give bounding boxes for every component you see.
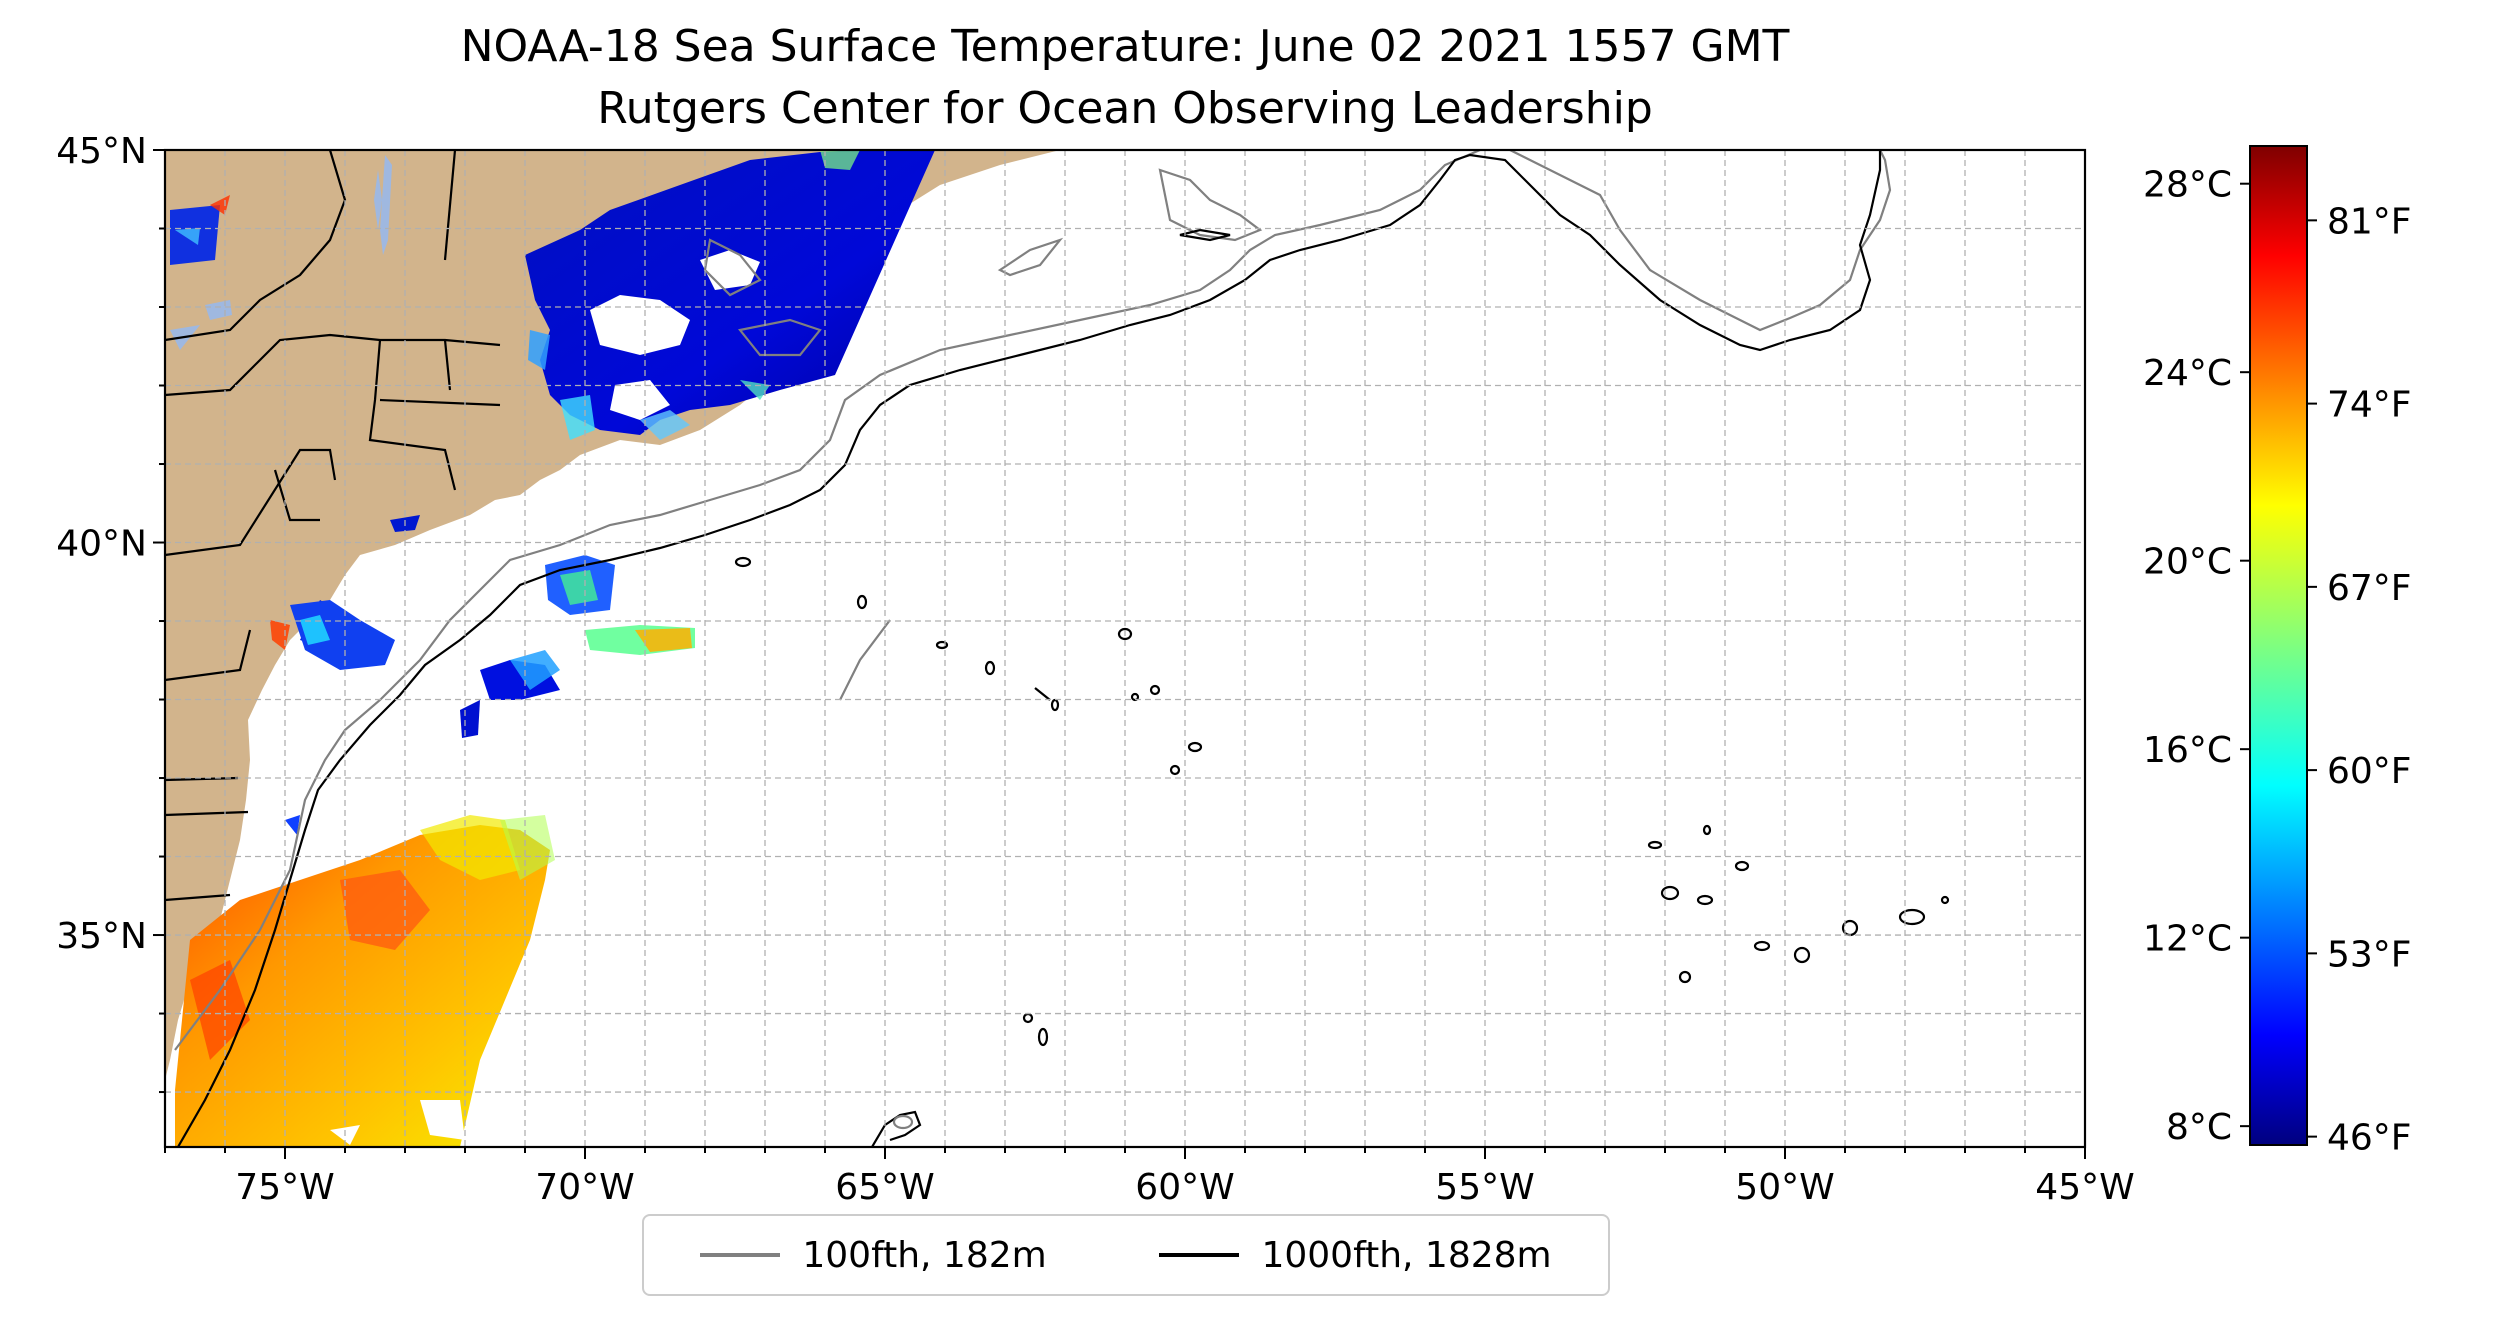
legend-swatch-gray: [700, 1253, 781, 1257]
bathymetry-legend: 100fth, 182m 1000fth, 1828m: [642, 1214, 1610, 1296]
lon-tick-label: 65°W: [835, 1167, 934, 1208]
colorbar: [2249, 145, 2308, 1146]
map-subtitle: Rutgers Center for Ocean Observing Leade…: [597, 83, 1653, 134]
graticule: [165, 150, 2085, 1147]
fahrenheit-tick-label: 74°F: [2327, 385, 2412, 426]
fahrenheit-tick-label: 46°F: [2327, 1118, 2412, 1159]
land-mass: [165, 150, 1060, 1080]
colorbar-fahrenheit-axis: 81°F 74°F 67°F 60°F 53°F 46°F: [2307, 201, 2412, 1159]
map-title: NOAA-18 Sea Surface Temperature: June 02…: [460, 21, 1790, 72]
legend-label-1000fth: 1000fth, 1828m: [1261, 1234, 1552, 1276]
lat-tick-label: 45°N: [56, 131, 147, 172]
fahrenheit-tick-label: 81°F: [2327, 201, 2412, 242]
legend-label-100fth: 100fth, 182m: [802, 1234, 1047, 1276]
longitude-axis: 75°W 70°W 65°W 60°W 55°W 50°W 45°W: [164, 1147, 2135, 1208]
fahrenheit-tick-label: 67°F: [2327, 568, 2412, 609]
lon-tick-label: 75°W: [235, 1167, 334, 1208]
celsius-tick-label: 24°C: [2143, 353, 2232, 394]
lat-tick-label: 40°N: [56, 524, 147, 565]
bathymetry-100fth: [174, 150, 1892, 1051]
latitude-axis: 45°N 40°N 35°N: [56, 131, 165, 1094]
legend-swatch-black: [1159, 1253, 1240, 1257]
lon-tick-label: 50°W: [1735, 1167, 1834, 1208]
lon-tick-label: 55°W: [1435, 1167, 1534, 1208]
legend-entry-1000fth: 1000fth, 1828m: [1159, 1234, 1552, 1276]
colorbar-celsius-axis: 28°C 24°C 20°C 16°C 12°C 8°C: [2143, 165, 2250, 1148]
lat-tick-label: 35°N: [56, 916, 147, 957]
legend-entry-100fth: 100fth, 182m: [700, 1234, 1047, 1276]
celsius-tick-label: 28°C: [2143, 165, 2232, 206]
lon-tick-label: 60°W: [1135, 1167, 1234, 1208]
celsius-tick-label: 16°C: [2143, 730, 2232, 771]
fahrenheit-tick-label: 53°F: [2327, 934, 2412, 975]
celsius-tick-label: 8°C: [2166, 1107, 2232, 1148]
lon-tick-label: 45°W: [2035, 1167, 2134, 1208]
celsius-tick-label: 12°C: [2143, 919, 2232, 960]
fahrenheit-tick-label: 60°F: [2327, 751, 2412, 792]
celsius-tick-label: 20°C: [2143, 542, 2232, 583]
lon-tick-label: 70°W: [535, 1167, 634, 1208]
